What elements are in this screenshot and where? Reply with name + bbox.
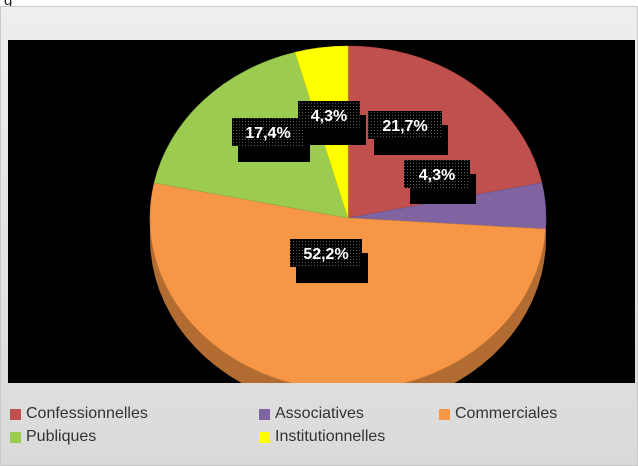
data-label-text: 21,7% — [382, 118, 427, 135]
data-label-institutionnelles: 4,3% — [298, 101, 366, 145]
legend-label: Associatives — [275, 405, 364, 422]
data-label-confessionnelles: 21,7% — [368, 111, 448, 155]
legend-item-publiques: Publiques — [10, 428, 96, 446]
data-label-text: 4,3% — [419, 167, 455, 184]
legend-label: Commerciales — [455, 405, 558, 422]
data-labels: 21,7% 4,3% 52,2% 17,4% 4,3% — [232, 101, 476, 283]
pie-chart: 21,7% 4,3% 52,2% 17,4% 4,3% — [149, 45, 547, 383]
legend-item-institutionnelles: Institutionnelles — [259, 428, 385, 446]
legend-item-commerciales: Commerciales — [439, 405, 557, 423]
plot-area: 21,7% 4,3% 52,2% 17,4% 4,3% — [8, 40, 635, 383]
data-label-commerciales: 52,2% — [290, 239, 368, 283]
data-label-text: 52,2% — [303, 246, 348, 263]
legend-swatch — [259, 408, 270, 420]
legend-item-associatives: Associatives — [259, 405, 364, 423]
data-label-text: 17,4% — [245, 125, 290, 142]
data-label-publiques: 17,4% — [232, 118, 310, 162]
data-label-associatives: 4,3% — [404, 160, 476, 204]
legend-label: Institutionnelles — [275, 428, 386, 445]
legend-swatch — [439, 408, 450, 420]
legend-label: Publiques — [26, 428, 97, 445]
legend-swatch — [10, 431, 21, 443]
legend-swatch — [259, 431, 270, 443]
legend: Confessionnelles Associatives Commercial… — [1, 405, 637, 465]
chart-frame: 21,7% 4,3% 52,2% 17,4% 4,3% Confessionnelles… — [0, 6, 638, 466]
figure-title-fragment: g — [4, 0, 13, 9]
pie-slices — [149, 45, 547, 383]
data-label-text: 4,3% — [311, 108, 347, 125]
legend-swatch — [10, 408, 21, 420]
legend-label: Confessionnelles — [26, 405, 148, 422]
legend-item-confessionnelles: Confessionnelles — [10, 405, 148, 423]
